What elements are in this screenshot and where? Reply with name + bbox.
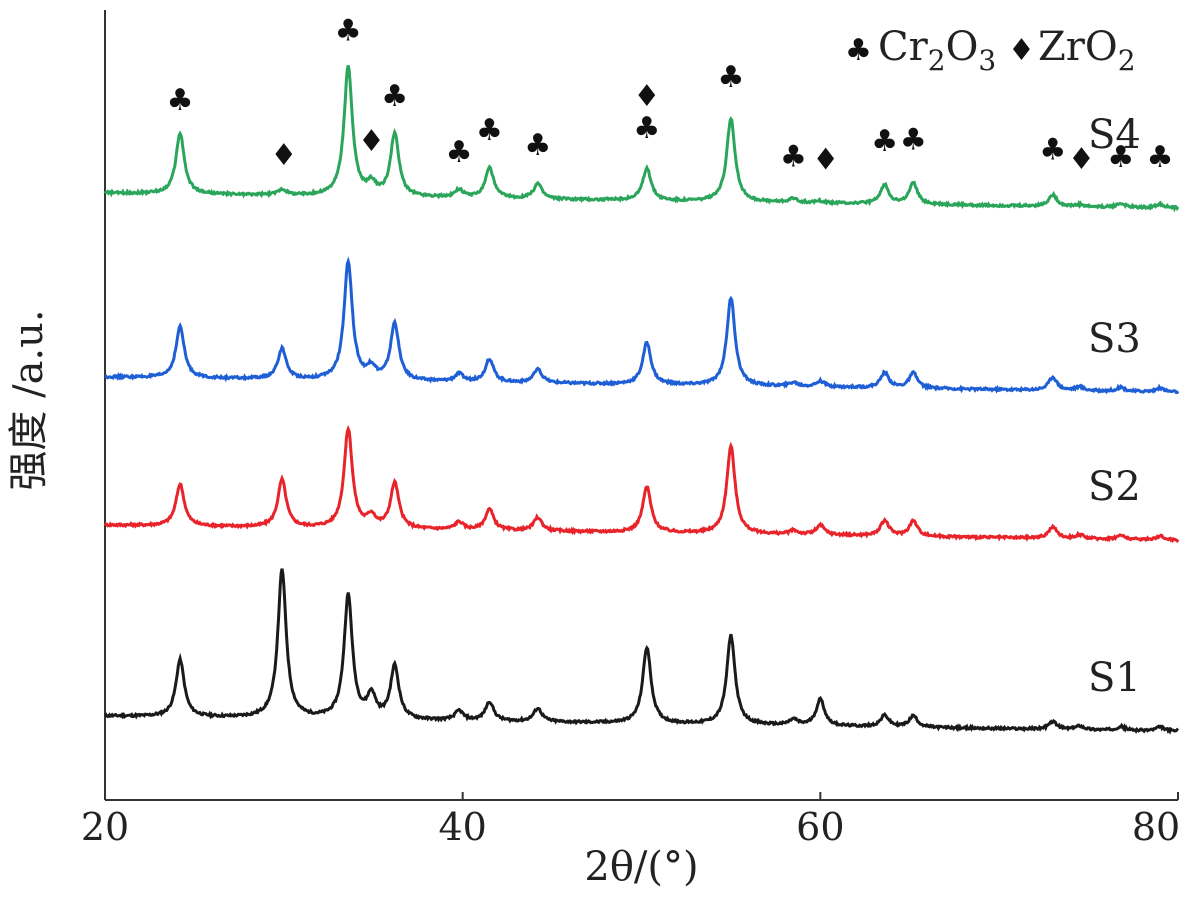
series-line-s2 <box>103 424 1180 543</box>
cr2o3-peak-marker: ♣ <box>1039 132 1066 167</box>
zro2-peak-marker: ♦ <box>812 143 839 178</box>
series-layer: S1 S2 S3 S4 <box>103 65 1180 735</box>
x-axis-title: 2θ/(°) <box>584 844 698 890</box>
cr2o3-peak-marker: ♣ <box>1107 140 1134 175</box>
cr2o3-peak-marker: ♣ <box>900 122 927 157</box>
x-tick-label: 60 <box>796 805 844 849</box>
cr2o3-peak-marker: ♣ <box>780 139 807 174</box>
series-label-s4: S4 <box>1088 112 1141 158</box>
cr2o3-peak-marker: ♣ <box>381 79 408 114</box>
axes: 20 40 60 80 2θ/(°) 强度 /a.u. <box>6 10 1180 890</box>
peak-annotations: ♣♦♣♦♣♣♣ ♣♦♣♣♣ ♦♣ ♣ ♣ ♦ ♣ ♣ <box>167 13 1174 177</box>
series-line-s3 <box>104 256 1180 395</box>
cr2o3-peak-marker: ♣ <box>167 83 194 118</box>
cr2o3-peak-marker: ♣ <box>1147 140 1174 175</box>
cr2o3-peak-marker: ♣ <box>335 13 362 48</box>
legend-club-icon: ♣ <box>845 33 872 68</box>
series-line-s1 <box>104 568 1180 735</box>
legend-diamond-icon: ♦ <box>1008 33 1035 68</box>
series-label-s2: S2 <box>1088 464 1141 510</box>
zro2-peak-marker: ♦ <box>358 124 385 159</box>
series-label-s1: S1 <box>1088 655 1141 701</box>
legend: ♣ Cr2O3 ♦ ZrO2 <box>845 24 1136 77</box>
series-line-s4 <box>103 65 1180 213</box>
zro2-peak-marker: ♦ <box>1068 142 1095 177</box>
cr2o3-peak-marker: ♣ <box>717 60 744 95</box>
zro2-peak-marker: ♦ <box>270 138 297 173</box>
y-axis-title: 强度 /a.u. <box>6 309 52 490</box>
cr2o3-peak-marker: ♣ <box>633 111 660 146</box>
legend-cr2o3-label: Cr2O3 <box>878 24 996 77</box>
legend-zro2-label: ZrO2 <box>1038 24 1136 77</box>
cr2o3-peak-marker: ♣ <box>446 135 473 170</box>
x-tick-label: 20 <box>81 805 129 849</box>
x-tick-label: 40 <box>438 805 486 849</box>
zro2-peak-marker: ♦ <box>633 79 660 114</box>
cr2o3-peak-marker: ♣ <box>476 113 503 148</box>
x-tick-label: 80 <box>1132 805 1180 849</box>
cr2o3-peak-marker: ♣ <box>524 128 551 163</box>
cr2o3-peak-marker: ♣ <box>871 124 898 159</box>
series-label-s3: S3 <box>1088 316 1141 362</box>
